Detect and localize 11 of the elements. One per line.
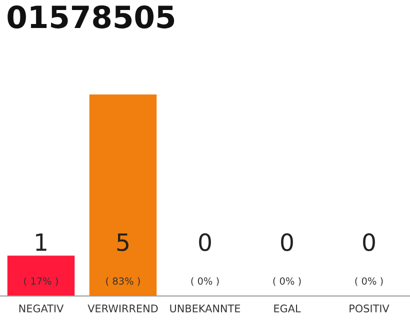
x-tick-label: UNBEKANNTE xyxy=(170,304,240,312)
x-tick-label: EGAL xyxy=(274,304,301,312)
data-label: 1 ( 17% ) xyxy=(24,234,58,286)
data-label: 5 ( 83% ) xyxy=(106,234,140,286)
data-label: 0 ( 0% ) xyxy=(273,233,301,286)
x-tick-label: VERWIRREND xyxy=(88,304,158,312)
x-tick-label: POSITIV xyxy=(350,304,390,312)
chart-title: 01578505 xyxy=(8,5,174,28)
x-tick-label: NEGATIV xyxy=(19,304,64,312)
data-label: 0 ( 0% ) xyxy=(355,233,383,286)
data-label: 0 ( 0% ) xyxy=(191,233,219,286)
